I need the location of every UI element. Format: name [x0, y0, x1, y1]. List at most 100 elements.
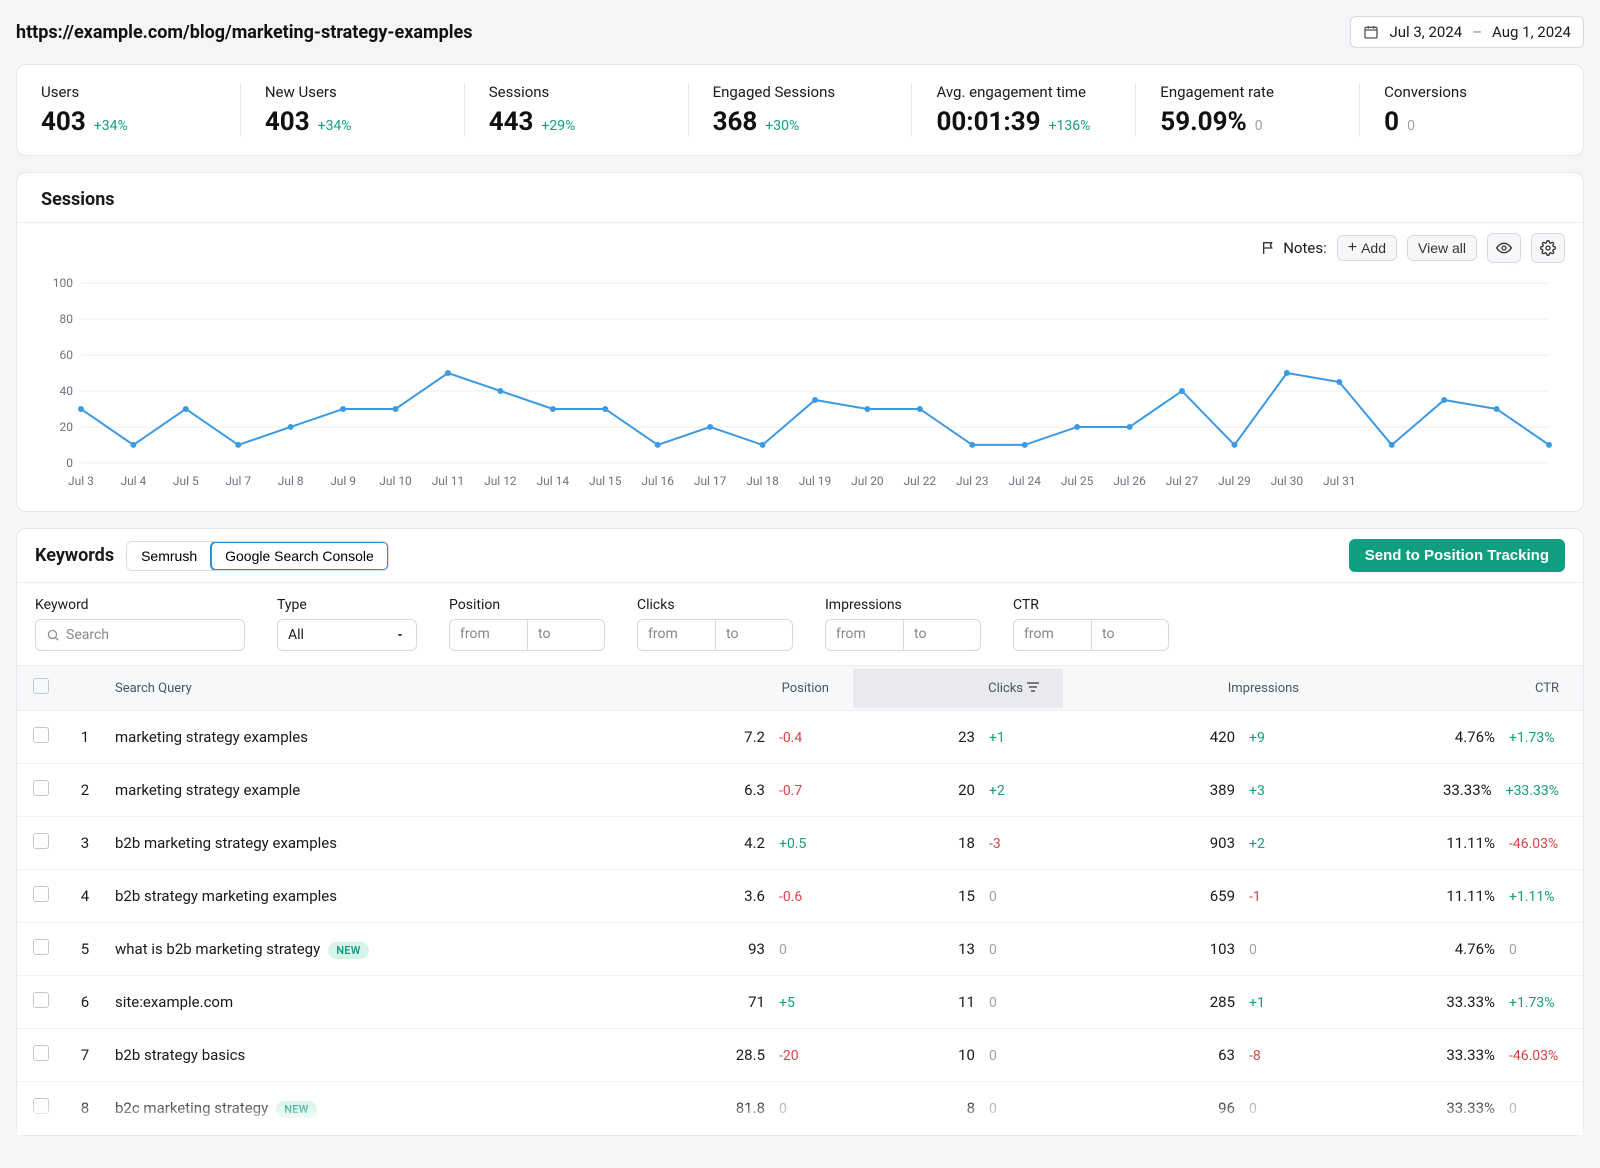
metric-value: 59.09%	[1160, 107, 1246, 137]
date-sep: –	[1472, 23, 1482, 41]
table-row: 7 b2b strategy basics 28.5-20 100 63-8 3…	[17, 1029, 1583, 1082]
cell-delta: 0	[989, 995, 1039, 1011]
toggle-visibility-button[interactable]	[1487, 233, 1521, 263]
svg-text:Jul 24: Jul 24	[1008, 474, 1041, 488]
row-query[interactable]: b2b strategy marketing examples	[105, 871, 683, 921]
tab-gsc[interactable]: Google Search Console	[210, 541, 389, 571]
metric-value: 0	[1384, 107, 1399, 137]
filter-clicks-label: Clicks	[637, 597, 793, 613]
filter-ctr-label: CTR	[1013, 597, 1169, 613]
metric-delta: +30%	[765, 118, 799, 134]
eye-icon	[1496, 240, 1512, 256]
date-range-picker[interactable]: Jul 3, 2024 – Aug 1, 2024	[1350, 16, 1584, 48]
gear-icon	[1540, 240, 1556, 256]
cell-value: 18	[935, 834, 975, 852]
row-query[interactable]: marketing strategy example	[105, 765, 683, 815]
metric-label: Engaged Sessions	[713, 83, 888, 101]
row-checkbox[interactable]	[33, 833, 49, 849]
row-checkbox[interactable]	[33, 886, 49, 902]
svg-text:Jul 16: Jul 16	[641, 474, 674, 488]
position-from-input[interactable]: from	[449, 619, 527, 651]
tab-semrush[interactable]: Semrush	[127, 542, 211, 570]
row-index: 5	[65, 924, 105, 974]
filter-keyword-label: Keyword	[35, 597, 245, 613]
metric-value: 00:01:39	[936, 107, 1040, 137]
cell-value: 33.33%	[1425, 993, 1495, 1011]
ctr-to-input[interactable]: to	[1091, 619, 1169, 651]
cell-delta: 0	[779, 942, 829, 958]
metric-card: Users 403 +34%	[41, 83, 241, 137]
row-checkbox[interactable]	[33, 780, 49, 796]
row-query[interactable]: b2b strategy basics	[105, 1030, 683, 1080]
metric-label: Avg. engagement time	[936, 83, 1111, 101]
cell-value: 103	[1185, 940, 1235, 958]
svg-text:Jul 5: Jul 5	[173, 474, 199, 488]
send-to-position-tracking-button[interactable]: Send to Position Tracking	[1349, 539, 1565, 572]
cell-delta: 0	[1249, 1101, 1299, 1117]
cell-delta: -0.4	[779, 730, 829, 746]
keyword-search-input[interactable]: Search	[35, 619, 245, 651]
cell-delta: +9	[1249, 730, 1299, 746]
row-checkbox[interactable]	[33, 1098, 49, 1114]
cell-value: 7.2	[725, 728, 765, 746]
type-select[interactable]: All	[277, 619, 417, 651]
svg-text:Jul 9: Jul 9	[330, 474, 356, 488]
cell-delta: 0	[989, 1048, 1039, 1064]
metric-delta: +136%	[1049, 118, 1091, 134]
clicks-from-input[interactable]: from	[637, 619, 715, 651]
row-checkbox[interactable]	[33, 992, 49, 1008]
cell-delta: +2	[1249, 836, 1299, 852]
view-all-notes-button[interactable]: View all	[1407, 235, 1477, 261]
metric-value: 403	[265, 107, 310, 137]
select-all-checkbox[interactable]	[33, 678, 49, 694]
impressions-to-input[interactable]: to	[903, 619, 981, 651]
clicks-to-input[interactable]: to	[715, 619, 793, 651]
col-impressions[interactable]: Impressions	[1063, 669, 1323, 708]
cell-delta: 0	[989, 889, 1039, 905]
row-checkbox[interactable]	[33, 727, 49, 743]
impressions-from-input[interactable]: from	[825, 619, 903, 651]
filter-position-label: Position	[449, 597, 605, 613]
cell-delta: +1	[1249, 995, 1299, 1011]
row-index: 3	[65, 818, 105, 868]
cell-delta: +1.11%	[1509, 889, 1559, 905]
cell-delta: 0	[1509, 1101, 1559, 1117]
table-row: 8 b2c marketing strategyNEW 81.80 80 960…	[17, 1082, 1583, 1135]
ctr-from-input[interactable]: from	[1013, 619, 1091, 651]
row-query[interactable]: b2c marketing strategyNEW	[105, 1083, 683, 1133]
row-query[interactable]: site:example.com	[105, 977, 683, 1027]
col-clicks[interactable]: Clicks	[853, 669, 1063, 708]
table-row: 2 marketing strategy example 6.3-0.7 20+…	[17, 764, 1583, 817]
svg-text:Jul 30: Jul 30	[1271, 474, 1304, 488]
svg-text:Jul 17: Jul 17	[694, 474, 727, 488]
cell-value: 3.6	[725, 887, 765, 905]
cell-delta: +3	[1249, 783, 1299, 799]
svg-text:Jul 11: Jul 11	[432, 474, 465, 488]
col-search-query[interactable]: Search Query	[105, 669, 683, 708]
cell-value: 4.2	[725, 834, 765, 852]
search-icon	[46, 628, 60, 642]
svg-text:Jul 18: Jul 18	[746, 474, 779, 488]
position-to-input[interactable]: to	[527, 619, 605, 651]
add-note-button[interactable]: +Add	[1337, 235, 1397, 261]
row-checkbox[interactable]	[33, 1045, 49, 1061]
metric-card: Engaged Sessions 368 +30%	[689, 83, 913, 137]
row-checkbox[interactable]	[33, 939, 49, 955]
col-ctr[interactable]: CTR	[1323, 669, 1583, 708]
metric-card: Sessions 443 +29%	[465, 83, 689, 137]
row-query[interactable]: marketing strategy examples	[105, 712, 683, 762]
row-query[interactable]: what is b2b marketing strategyNEW	[105, 924, 683, 974]
row-query[interactable]: b2b marketing strategy examples	[105, 818, 683, 868]
table-row: 6 site:example.com 71+5 110 285+1 33.33%…	[17, 976, 1583, 1029]
cell-delta: 0	[989, 1101, 1039, 1117]
filter-impressions: Impressions from to	[825, 597, 981, 651]
col-position[interactable]: Position	[683, 669, 853, 708]
cell-delta: 0	[989, 942, 1039, 958]
chevron-down-icon	[394, 629, 406, 641]
cell-delta: +2	[989, 783, 1039, 799]
sort-desc-icon	[1027, 681, 1039, 696]
chart-settings-button[interactable]	[1531, 233, 1565, 263]
cell-delta: -1	[1249, 889, 1299, 905]
cell-delta: 0	[1249, 942, 1299, 958]
table-row: 4 b2b strategy marketing examples 3.6-0.…	[17, 870, 1583, 923]
